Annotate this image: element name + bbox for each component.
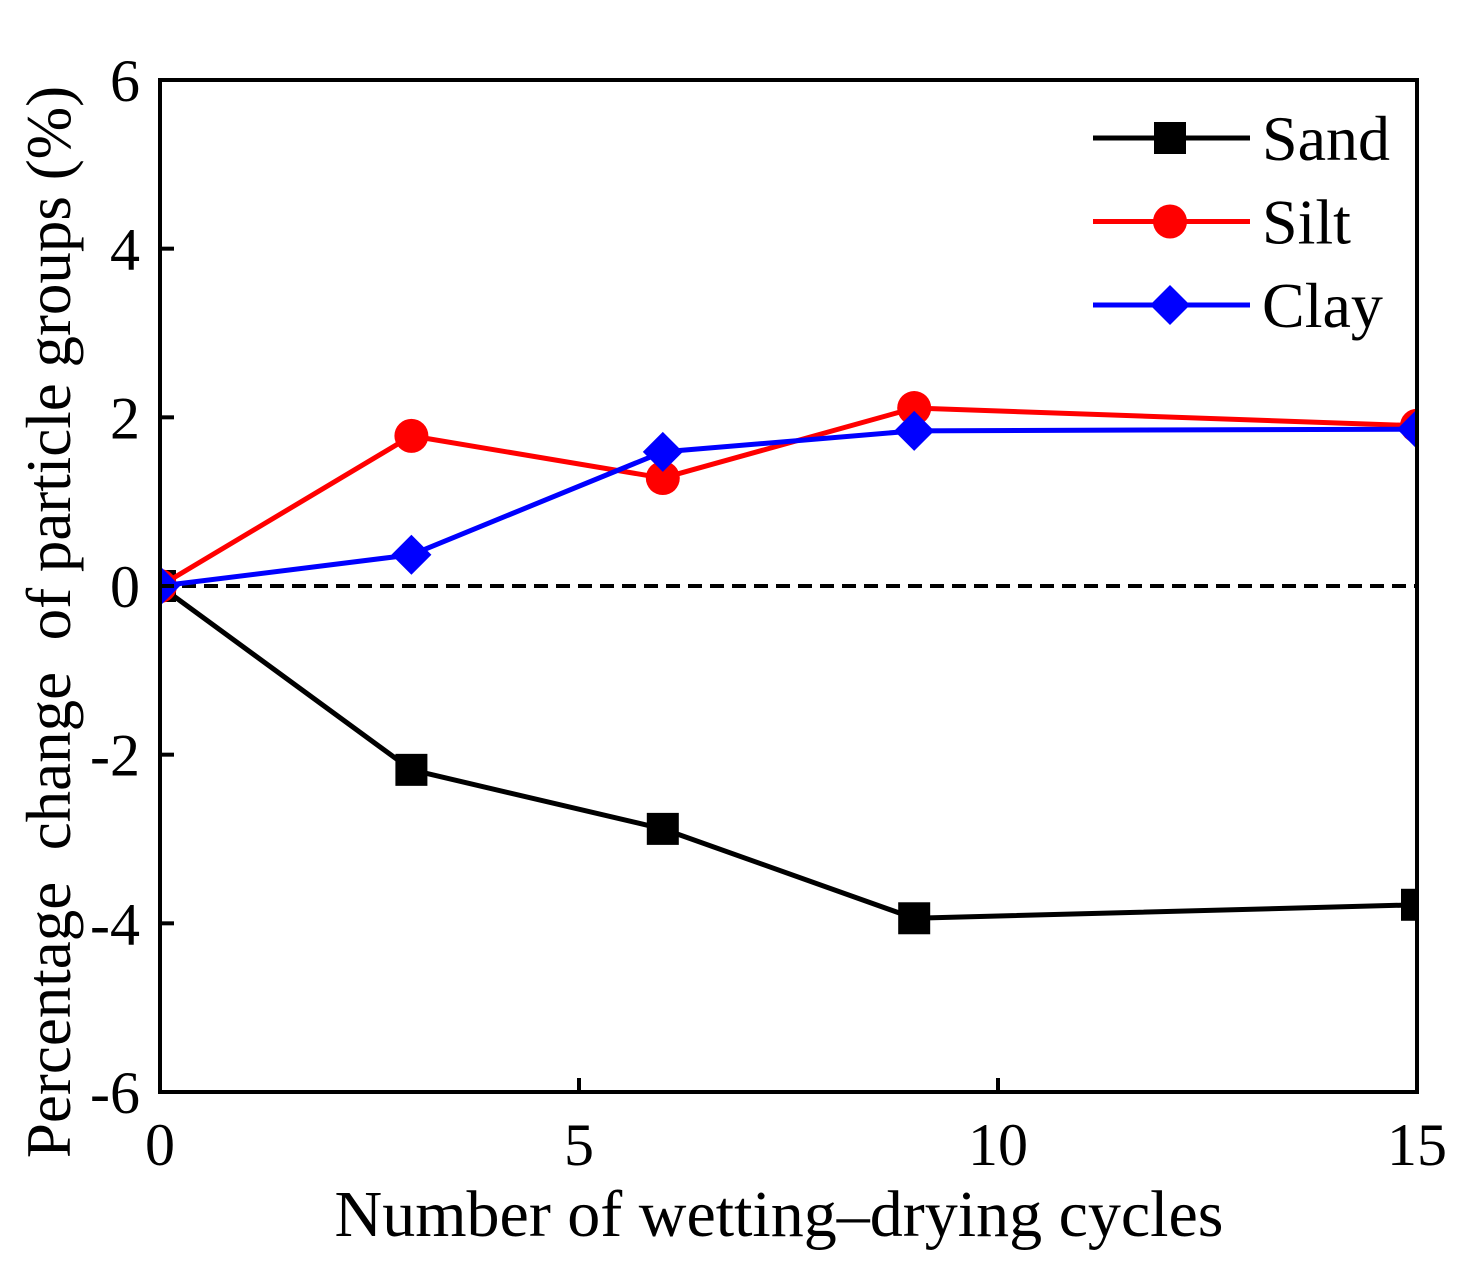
legend-item-clay: Clay bbox=[1093, 270, 1383, 341]
silt-point bbox=[645, 461, 680, 496]
silt-point bbox=[897, 391, 932, 426]
x-axis-label: Number of wetting–drying cycles bbox=[335, 1178, 1224, 1251]
x-tick-label: 0 bbox=[145, 1112, 175, 1178]
y-tick-label: 2 bbox=[110, 385, 140, 451]
y-tick-label: -4 bbox=[90, 891, 140, 957]
y-tick-label: 4 bbox=[110, 217, 140, 283]
legend-item-sand: Sand bbox=[1093, 103, 1390, 174]
legend-marker-sand bbox=[1154, 122, 1186, 154]
legend-label-sand: Sand bbox=[1262, 103, 1390, 174]
clay-point bbox=[894, 410, 935, 451]
silt-point bbox=[394, 418, 429, 453]
legend: Sand Silt Clay bbox=[1093, 103, 1390, 341]
legend-label-silt: Silt bbox=[1262, 187, 1351, 258]
sand-point bbox=[646, 812, 679, 845]
x-tick-label: 15 bbox=[1387, 1112, 1447, 1178]
y-tick-label: 0 bbox=[110, 554, 140, 620]
legend-item-silt: Silt bbox=[1093, 187, 1351, 258]
legend-marker-silt bbox=[1153, 204, 1187, 239]
x-tick-label: 10 bbox=[968, 1112, 1028, 1178]
sand-point bbox=[898, 902, 931, 935]
legend-label-clay: Clay bbox=[1262, 270, 1383, 341]
x-axis-ticks: 0 5 10 15 bbox=[145, 1078, 1447, 1178]
y-axis-ticks: 6 4 2 0 -2 -4 -6 bbox=[90, 48, 174, 1126]
x-tick-label: 5 bbox=[564, 1112, 594, 1178]
y-tick-label: -6 bbox=[90, 1060, 140, 1126]
clay-point bbox=[391, 534, 432, 575]
clay-point bbox=[642, 431, 683, 472]
y-axis-label: Percentage change of particle groups (%) bbox=[14, 86, 84, 1158]
y-tick-label: 6 bbox=[110, 48, 140, 114]
y-tick-label: -2 bbox=[90, 723, 140, 789]
sand-point bbox=[395, 753, 428, 786]
sand-point bbox=[1401, 888, 1417, 921]
clay-point bbox=[1397, 409, 1417, 450]
clay-series bbox=[160, 409, 1417, 606]
legend-marker-clay bbox=[1150, 285, 1190, 325]
